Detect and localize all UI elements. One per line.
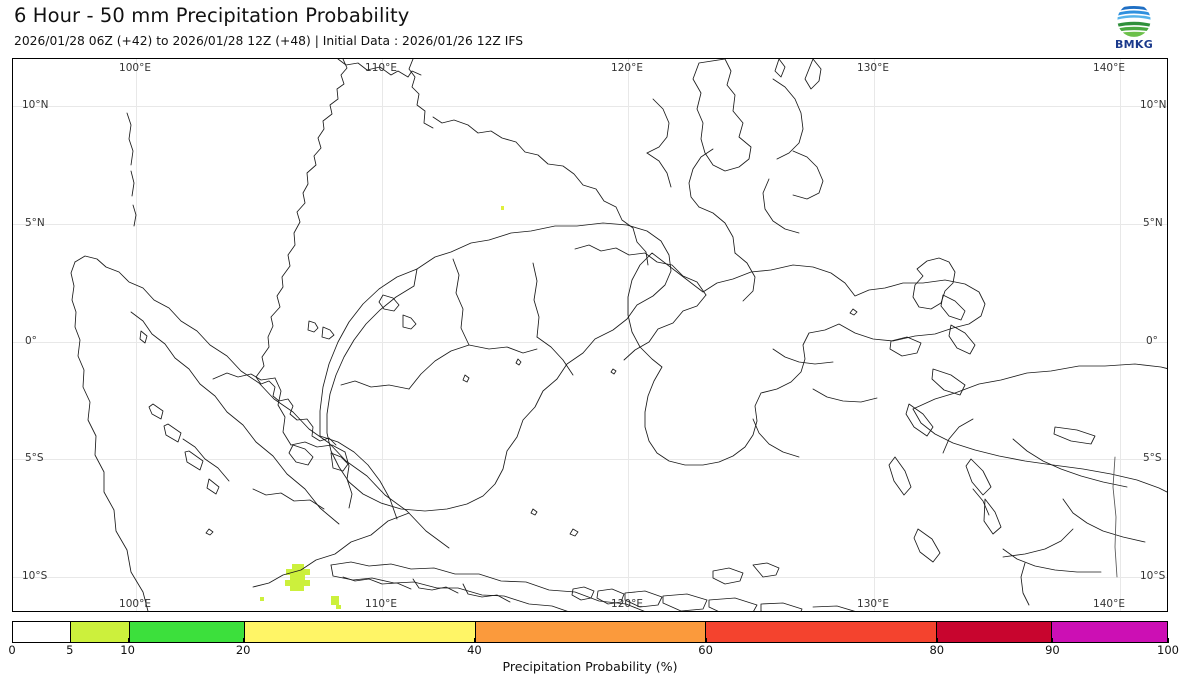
colorbar[interactable] bbox=[12, 621, 1168, 643]
bmkg-logo: BMKG bbox=[1098, 2, 1170, 54]
colorbar-tickmark-90 bbox=[1052, 638, 1054, 643]
lat-tick-right-3: 5°S bbox=[1143, 452, 1162, 464]
colorbar-tick-60: 60 bbox=[698, 643, 713, 657]
colorbar-tick-20: 20 bbox=[235, 643, 251, 657]
lon-tick-bottom-2: 120°E bbox=[611, 598, 643, 610]
colorbar-tick-90: 90 bbox=[1045, 643, 1060, 657]
lon-tick-top-3: 130°E bbox=[857, 62, 889, 74]
colorbar-segment-40-60 bbox=[474, 622, 706, 642]
lon-tick-bottom-0: 100°E bbox=[119, 598, 151, 610]
gridline-lon-130e bbox=[874, 59, 875, 611]
precip-probability-overlay bbox=[260, 206, 504, 609]
gridline-lat-5s bbox=[13, 459, 1167, 460]
lon-tick-top-2: 120°E bbox=[611, 62, 643, 74]
lon-tick-bottom-1: 110°E bbox=[365, 598, 397, 610]
colorbar-segment-60-80 bbox=[705, 622, 936, 642]
colorbar-tickmark-40 bbox=[474, 638, 476, 643]
colorbar-segment-5-10 bbox=[70, 622, 129, 642]
page-subtitle: 2026/01/28 06Z (+42) to 2026/01/28 12Z (… bbox=[14, 34, 524, 48]
header: 6 Hour - 50 mm Precipitation Probability… bbox=[0, 0, 1180, 58]
colorbar-tickmark-10 bbox=[127, 638, 129, 643]
lat-tick-right-4: 10°S bbox=[1140, 570, 1166, 582]
colorbar-tick-5: 5 bbox=[66, 643, 74, 657]
colorbar-tickmark-80 bbox=[936, 638, 938, 643]
gridline-lon-140e bbox=[1120, 59, 1121, 611]
lat-tick-left-0: 10°N bbox=[22, 99, 49, 111]
gridline-lon-100e bbox=[136, 59, 137, 611]
colorbar-tickmark-60 bbox=[705, 638, 707, 643]
colorbar-tickmark-20 bbox=[243, 638, 245, 643]
colorbar-tick-40: 40 bbox=[467, 643, 482, 657]
lon-tick-top-4: 140°E bbox=[1093, 62, 1125, 74]
lat-tick-left-3: 5°S bbox=[25, 452, 44, 464]
colorbar-segment-20-40 bbox=[244, 622, 475, 642]
gridline-lon-110e bbox=[382, 59, 383, 611]
gridline-lat-0 bbox=[13, 342, 1167, 343]
coastline-layer bbox=[70, 59, 1167, 611]
map-panel[interactable] bbox=[12, 58, 1168, 612]
lat-tick-left-1: 5°N bbox=[25, 217, 45, 229]
bmkg-emblem-icon bbox=[1117, 3, 1151, 37]
gridline-lat-10n bbox=[13, 106, 1167, 107]
colorbar-tickmark-100 bbox=[1168, 638, 1169, 643]
colorbar-tickmark-5 bbox=[69, 638, 71, 643]
map-canvas[interactable] bbox=[13, 59, 1167, 611]
lat-tick-right-0: 10°N bbox=[1140, 99, 1167, 111]
colorbar-tick-80: 80 bbox=[929, 643, 945, 657]
colorbar-tickmark-0 bbox=[12, 638, 13, 643]
lon-tick-top-1: 110°E bbox=[365, 62, 397, 74]
colorbar-ticks: 0 5 10 20 40 60 80 90 100 bbox=[0, 638, 1180, 661]
page-title: 6 Hour - 50 mm Precipitation Probability bbox=[14, 4, 410, 27]
lat-tick-left-2: 0° bbox=[25, 335, 37, 347]
lon-tick-bottom-3: 130°E bbox=[857, 598, 889, 610]
gridline-lon-120e bbox=[628, 59, 629, 611]
colorbar-segment-80-90 bbox=[935, 622, 1052, 642]
gridline-lat-10s bbox=[13, 577, 1167, 578]
colorbar-segment-0-5 bbox=[13, 622, 71, 642]
lon-tick-bottom-4: 140°E bbox=[1093, 598, 1125, 610]
lat-tick-left-4: 10°S bbox=[22, 570, 48, 582]
bmkg-logo-text: BMKG bbox=[1114, 38, 1154, 51]
colorbar-segment-10-20 bbox=[128, 622, 245, 642]
colorbar-tick-0: 0 bbox=[8, 643, 16, 657]
colorbar-label: Precipitation Probability (%) bbox=[502, 659, 678, 674]
lon-tick-top-0: 100°E bbox=[119, 62, 151, 74]
colorbar-tick-100: 100 bbox=[1157, 643, 1179, 657]
colorbar-tick-10: 10 bbox=[120, 643, 135, 657]
colorbar-segment-90-100 bbox=[1051, 622, 1168, 642]
lat-tick-right-2: 0° bbox=[1146, 335, 1158, 347]
lat-tick-right-1: 5°N bbox=[1143, 217, 1163, 229]
